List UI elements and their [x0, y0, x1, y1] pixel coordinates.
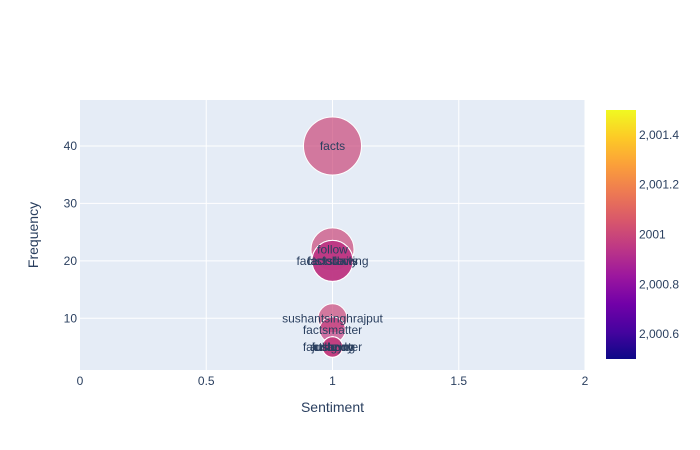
- bubble-markers: [303, 116, 362, 358]
- y-tick-label: 40: [64, 139, 78, 153]
- bubble-point: [303, 116, 362, 176]
- bubble-label: facts: [320, 139, 345, 153]
- y-axis-ticks: 10 20 30 40: [64, 139, 78, 325]
- x-axis-ticks: 0 0.5 1 1.5 2: [77, 374, 589, 388]
- colorbar: [606, 110, 636, 359]
- colorbar-tick-label: 2,001.2: [639, 178, 679, 192]
- colorbar-ticks: 2,000.6 2,000.8 2001 2,001.2 2,001.4: [639, 128, 679, 341]
- bubble-label: sushantsinghrajput: [282, 311, 383, 325]
- bubble-point: [311, 239, 354, 282]
- x-tick-label: 0.5: [198, 374, 215, 388]
- x-tick-label: 0: [77, 374, 84, 388]
- x-tick-label: 2: [582, 374, 589, 388]
- bubble-label: follow: [317, 242, 348, 256]
- x-tick-label: 1: [329, 374, 336, 388]
- bubble-label: amazing: [310, 340, 355, 354]
- y-tick-label: 20: [64, 254, 78, 268]
- bubble-label: fullbody: [312, 340, 353, 354]
- colorbar-tick-label: 2,000.8: [639, 277, 679, 291]
- bubble-label: justgym: [311, 340, 353, 354]
- y-tick-label: 10: [64, 311, 78, 325]
- bubble-label: factsfollowing: [296, 254, 368, 268]
- bubble-labels: factsfollowfactsdailyfactsfollowingfacts…: [282, 139, 383, 354]
- bubble-label: factsdaily: [307, 254, 357, 268]
- colorbar-tick-label: 2,001.4: [639, 128, 679, 142]
- x-axis-title: Sentiment: [301, 399, 364, 415]
- bubble-label: factsfacts: [307, 254, 358, 268]
- bubble-point: [321, 336, 344, 358]
- colorbar-tick-label: 2001: [639, 228, 666, 242]
- y-axis-title: Frequency: [25, 202, 41, 268]
- y-tick-label: 30: [64, 196, 78, 210]
- bubble-label: factshunter: [303, 340, 362, 354]
- colorbar-tick-label: 2,000.6: [639, 327, 679, 341]
- x-tick-label: 1.5: [450, 374, 467, 388]
- bubble-label: factsmatter: [303, 323, 362, 337]
